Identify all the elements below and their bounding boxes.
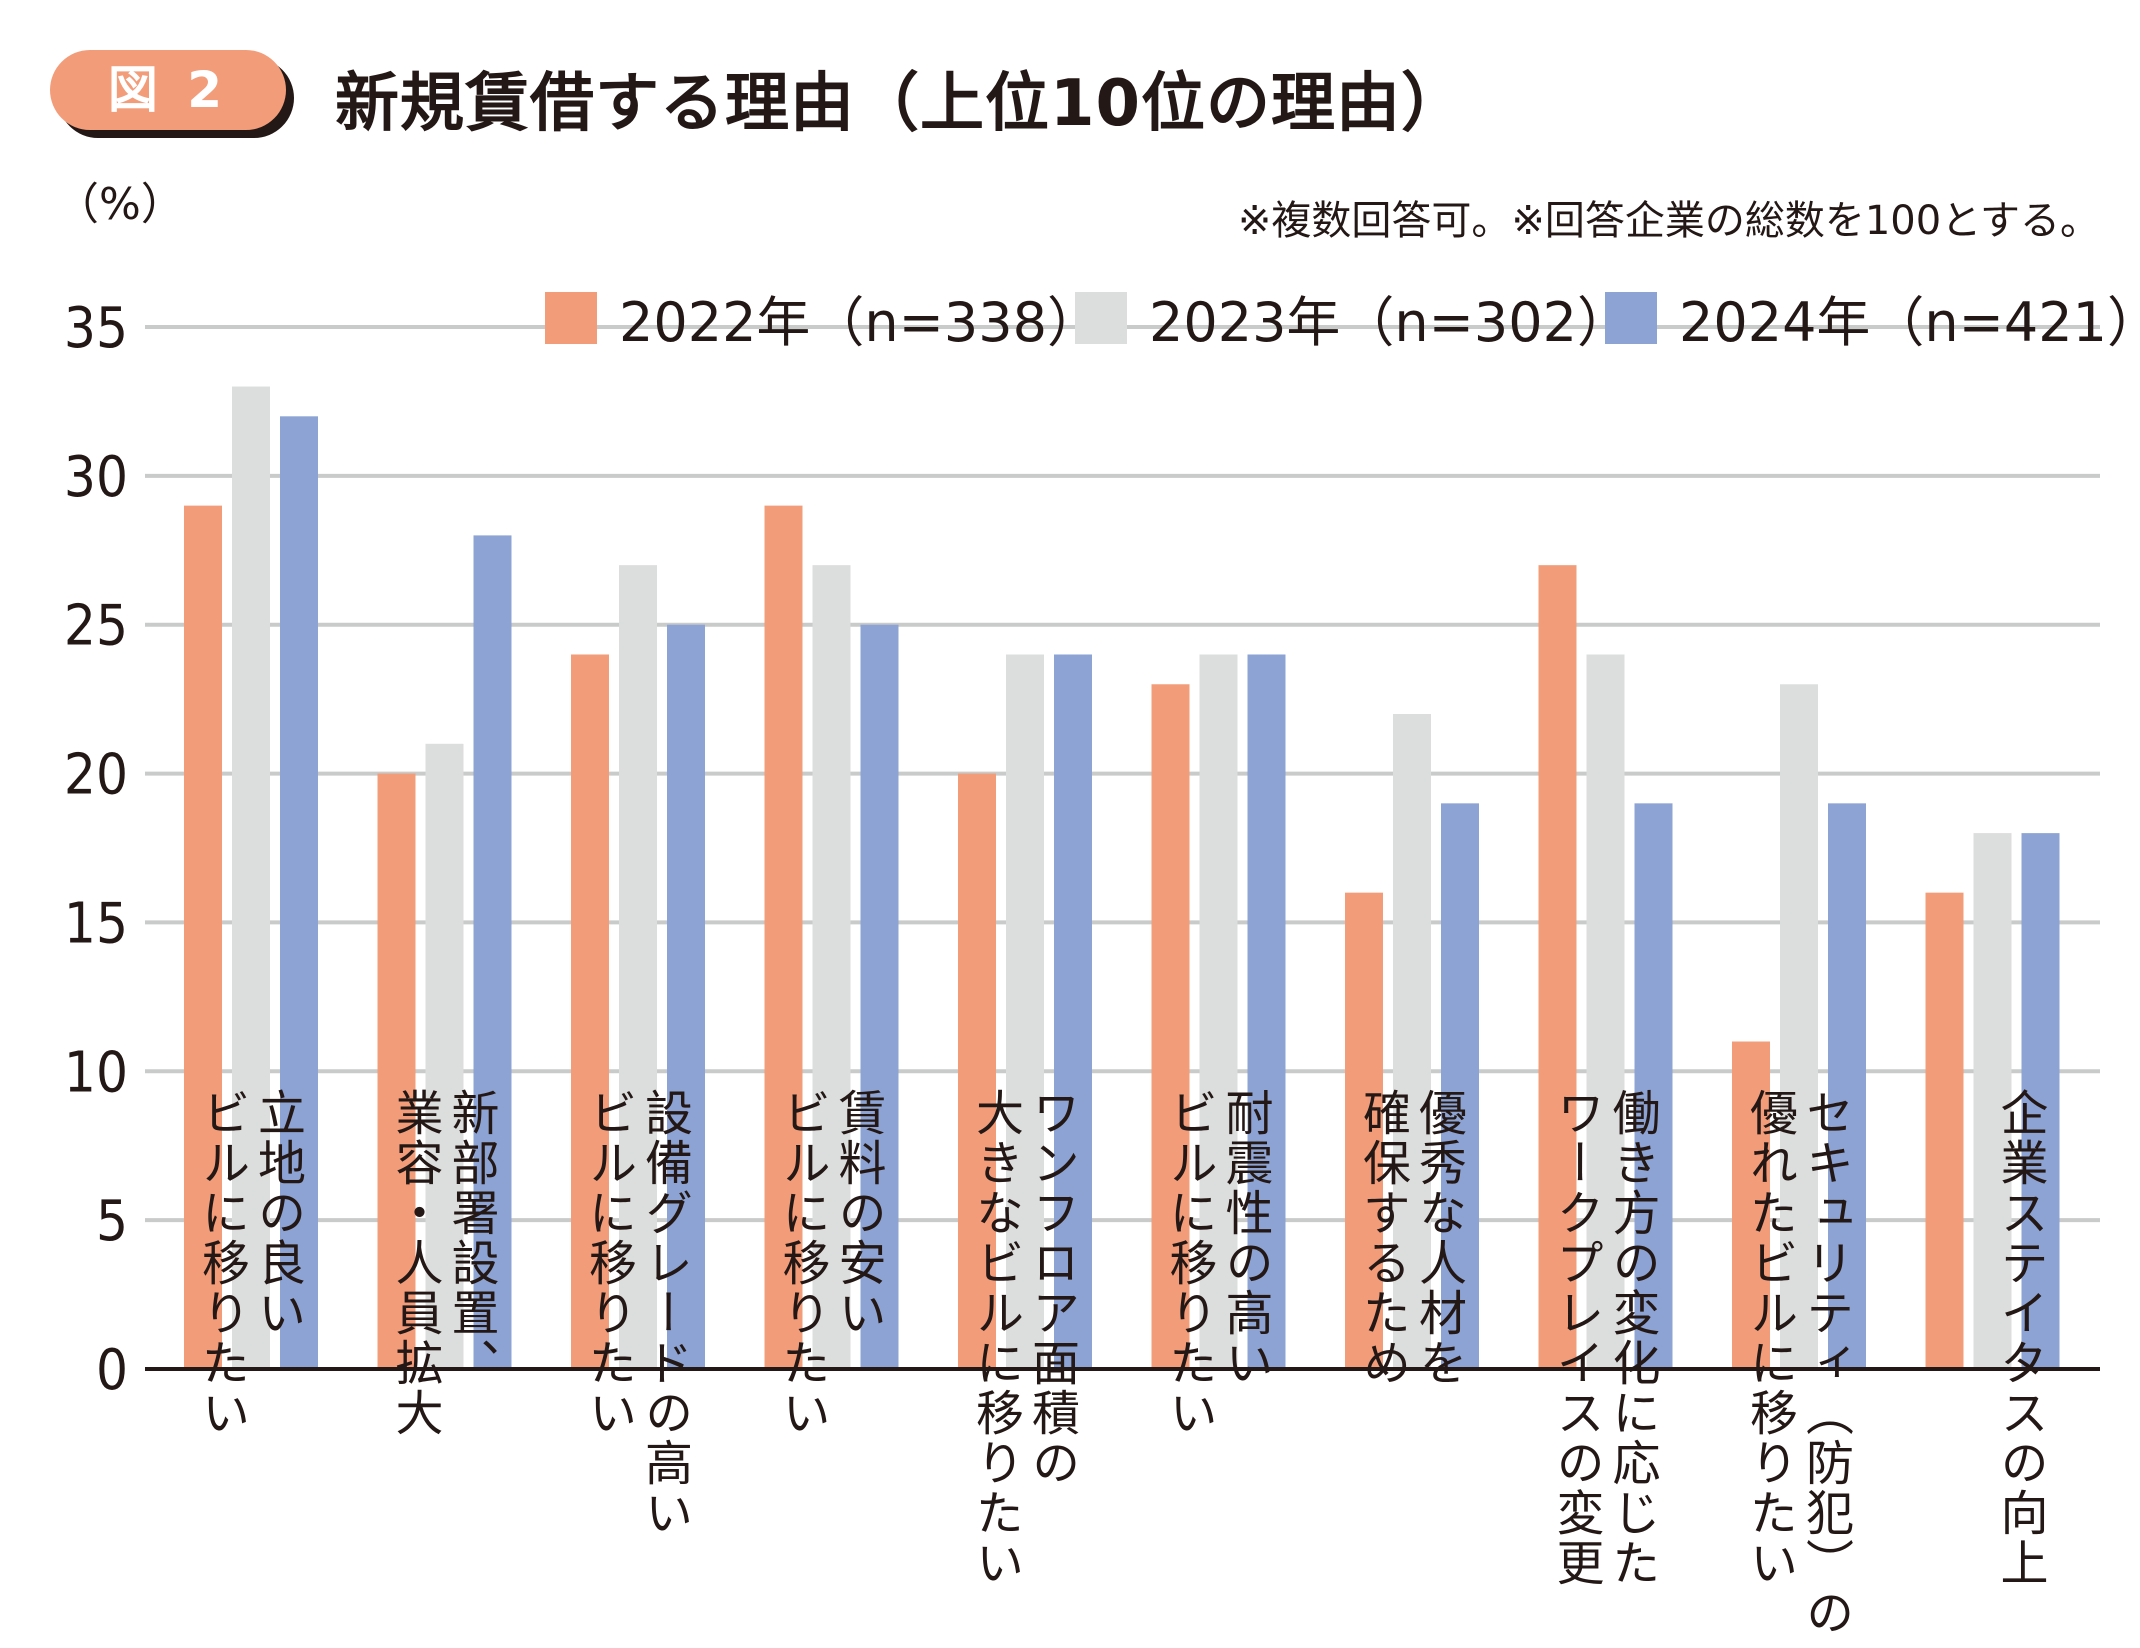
bar-2023 [1973, 833, 2012, 1369]
bar-2024 [280, 416, 318, 1369]
bar-2022 [184, 505, 222, 1370]
y-tick-label: 5 [96, 1189, 128, 1254]
y-tick-label: 15 [64, 891, 128, 956]
legend-label-2022: 2022年（n=338） [619, 291, 1101, 354]
x-category-label: 設備グレードの高い ビルに移りたい [580, 1088, 692, 1538]
bar-2023 [232, 386, 270, 1369]
bar-2022 [958, 773, 996, 1369]
y-tick-label: 0 [96, 1338, 128, 1403]
legend-swatch-2024 [1605, 291, 1657, 344]
bar-2022 [1345, 892, 1383, 1369]
chart-note: ※複数回答可。※回答企業の総数を100とする。 [1237, 198, 2100, 244]
bar-2022 [1925, 892, 1964, 1369]
y-axis-unit: （%） [55, 179, 185, 230]
x-category-label: 働き方の変化に応じた ワークプレイスの変更 [1547, 1088, 1660, 1588]
bar-2023 [1780, 684, 1818, 1369]
x-category-label: 賃料の安い ビルに移りたい [773, 1088, 886, 1438]
x-category-label: 企業ステイタスの向上 [1991, 1088, 2048, 1588]
bar-2024 [667, 624, 705, 1369]
y-tick-label: 20 [64, 743, 128, 808]
legend-label-2023: 2023年（n=302） [1149, 291, 1631, 354]
legend-item-2023: 2023年（n=302） [1075, 278, 1631, 357]
x-category-label: 新部署設置、 業容・人員拡大 [386, 1088, 499, 1438]
bar-2022 [764, 505, 803, 1370]
x-category-label: セキュリティ（防犯）の 優れたビルに移りたい [1741, 1088, 1853, 1638]
y-tick-labels: 0 5 10 15 20 25 30 35 [64, 296, 128, 1403]
bar-2024 [860, 624, 899, 1369]
bar-2023 [1393, 714, 1431, 1369]
y-tick-label: 30 [64, 445, 128, 510]
bar-2024 [2021, 833, 2060, 1369]
y-tick-label: 35 [64, 296, 128, 361]
bar-2022 [1538, 565, 1577, 1369]
bar-2024 [1441, 803, 1479, 1369]
x-category-label: 立地の良い ビルに移りたい [193, 1088, 305, 1438]
bar-2023 [1586, 654, 1625, 1369]
legend-label-2024: 2024年（n=421） [1679, 291, 2140, 354]
legend-item-2022: 2022年（n=338） [545, 278, 1101, 357]
bar-2022 [377, 773, 416, 1369]
bar-2024 [1247, 654, 1286, 1369]
bar-2024 [473, 535, 512, 1369]
bar-2022 [1151, 684, 1190, 1369]
legend-swatch-2022 [545, 291, 597, 344]
x-category-label: 耐震性の高い ビルに移りたい [1160, 1088, 1273, 1438]
bar-2024 [1634, 803, 1673, 1369]
y-tick-label: 10 [64, 1040, 128, 1105]
x-category-label: 優秀な人材を 確保するため [1354, 1088, 1466, 1388]
legend-item-2024: 2024年（n=421） [1605, 278, 2140, 357]
y-tick-label: 25 [64, 594, 128, 659]
bar-2023 [812, 565, 851, 1369]
chart-title: 新規賃借する理由（上位10位の理由） [335, 67, 1467, 141]
badge-label: 図 2 [50, 50, 286, 130]
bar-2024 [1054, 654, 1092, 1369]
bar-2022 [1732, 1041, 1770, 1369]
bar-2022 [571, 654, 609, 1369]
bar-2024 [1828, 803, 1866, 1369]
x-category-label: ワンフロア面積の 大きなビルに移りたい [967, 1088, 1079, 1588]
bar-2023 [425, 743, 464, 1369]
bars [184, 386, 2060, 1370]
bar-2023 [619, 565, 657, 1369]
bar-2023 [1199, 654, 1238, 1369]
legend-swatch-2023 [1075, 291, 1127, 344]
bar-2023 [1006, 654, 1044, 1369]
figure-badge: 図 2 [50, 50, 294, 138]
